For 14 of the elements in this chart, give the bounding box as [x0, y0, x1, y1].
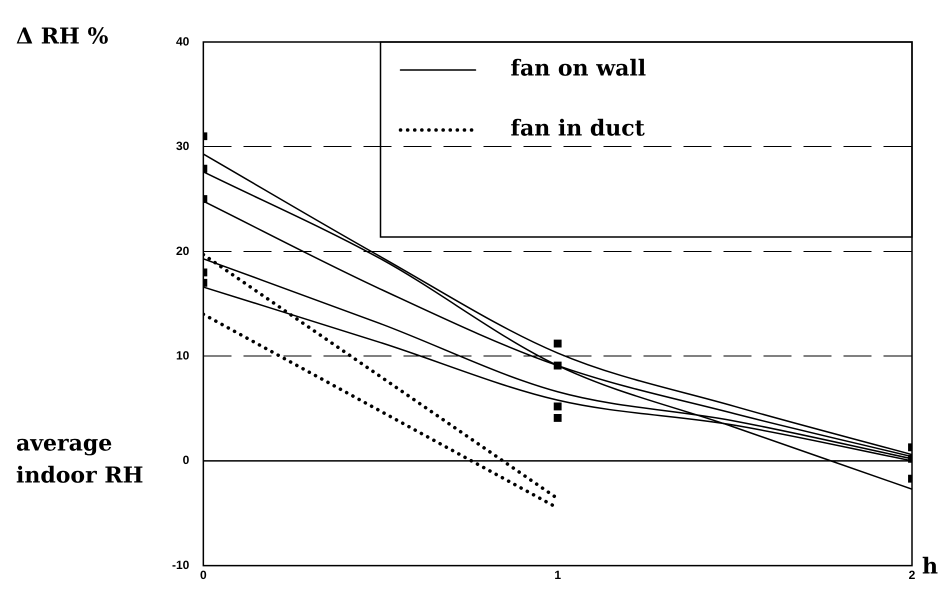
text: average indoor RH — [16, 430, 144, 489]
y-tick-label: 30 — [176, 139, 190, 154]
y-tick-label: 40 — [176, 34, 190, 48]
y-axis-title: Δ RH % — [16, 24, 108, 50]
x-tick-label: 1 — [554, 568, 562, 582]
x-tick-label: 0 — [200, 568, 207, 582]
y-tick-label: 20 — [176, 244, 190, 258]
y-tick-label: -10 — [172, 558, 190, 572]
x-tick-label: 2 — [908, 568, 916, 582]
y-tick-label: 10 — [176, 348, 190, 362]
legend-label: fan on wall — [510, 56, 646, 82]
legend-label: fan in duct — [510, 116, 646, 142]
y-tick-label: 0 — [182, 453, 190, 468]
x-axis-title: h — [922, 553, 938, 580]
